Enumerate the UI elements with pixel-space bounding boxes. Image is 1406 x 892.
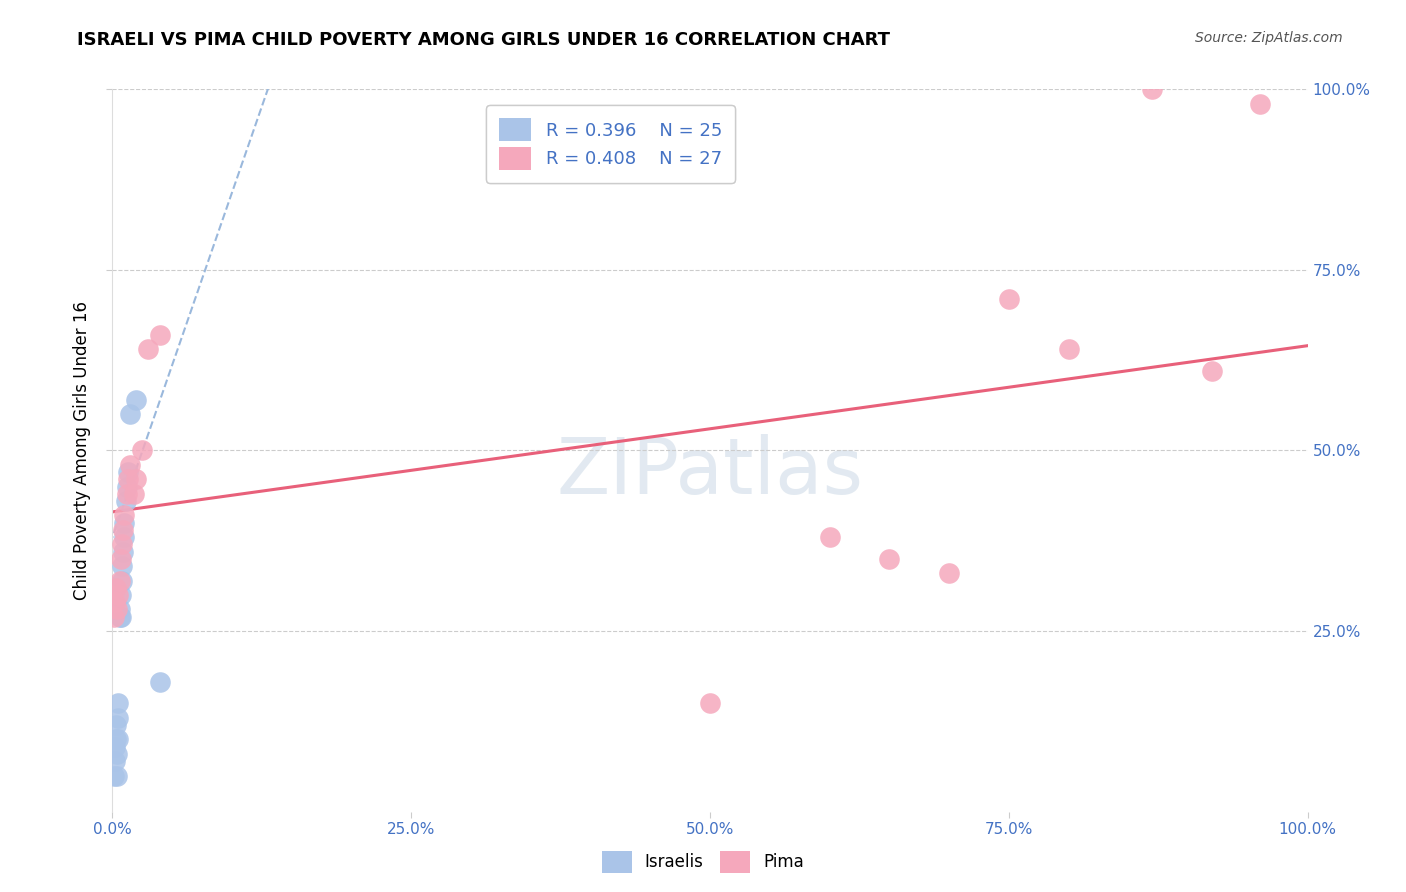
- Text: ZIPatlas: ZIPatlas: [557, 434, 863, 510]
- Point: [699, 696, 721, 710]
- Point: [110, 551, 132, 566]
- Point: [120, 458, 142, 472]
- Point: [108, 609, 131, 624]
- Point: [879, 551, 901, 566]
- Point: [104, 595, 127, 609]
- Point: [1057, 343, 1080, 357]
- Text: ISRAELI VS PIMA CHILD POVERTY AMONG GIRLS UNDER 16 CORRELATION CHART: ISRAELI VS PIMA CHILD POVERTY AMONG GIRL…: [77, 31, 890, 49]
- Point: [111, 574, 134, 588]
- Y-axis label: Child Poverty Among Girls Under 16: Child Poverty Among Girls Under 16: [73, 301, 91, 600]
- Point: [112, 523, 135, 537]
- Point: [138, 343, 160, 357]
- Point: [117, 465, 139, 479]
- Point: [110, 609, 132, 624]
- Point: [115, 480, 138, 494]
- Point: [117, 472, 139, 486]
- Point: [149, 674, 172, 689]
- Point: [103, 769, 125, 783]
- Point: [108, 574, 131, 588]
- Point: [120, 407, 142, 421]
- Point: [107, 588, 129, 602]
- Point: [110, 588, 132, 602]
- Point: [103, 609, 125, 624]
- Point: [107, 711, 129, 725]
- Legend: R = 0.396    N = 25, R = 0.408    N = 27: R = 0.396 N = 25, R = 0.408 N = 27: [486, 105, 734, 183]
- Point: [108, 602, 131, 616]
- Point: [107, 732, 129, 747]
- Point: [105, 732, 128, 747]
- Point: [105, 581, 128, 595]
- Legend: Israelis, Pima: Israelis, Pima: [595, 845, 811, 880]
- Point: [111, 537, 134, 551]
- Point: [125, 472, 148, 486]
- Point: [149, 327, 172, 342]
- Point: [112, 544, 135, 558]
- Point: [115, 487, 138, 501]
- Point: [1201, 364, 1223, 378]
- Point: [998, 292, 1021, 306]
- Point: [114, 516, 135, 530]
- Point: [105, 718, 128, 732]
- Point: [105, 602, 128, 616]
- Point: [131, 443, 153, 458]
- Point: [114, 530, 135, 544]
- Point: [125, 392, 148, 407]
- Point: [107, 696, 129, 710]
- Point: [114, 508, 135, 523]
- Point: [818, 530, 841, 544]
- Point: [111, 559, 134, 574]
- Point: [105, 769, 128, 783]
- Point: [122, 487, 145, 501]
- Point: [114, 494, 136, 508]
- Point: [1249, 96, 1271, 111]
- Point: [1142, 82, 1164, 96]
- Point: [104, 754, 127, 768]
- Point: [104, 739, 127, 754]
- Text: Source: ZipAtlas.com: Source: ZipAtlas.com: [1195, 31, 1343, 45]
- Point: [938, 566, 960, 581]
- Point: [105, 747, 128, 761]
